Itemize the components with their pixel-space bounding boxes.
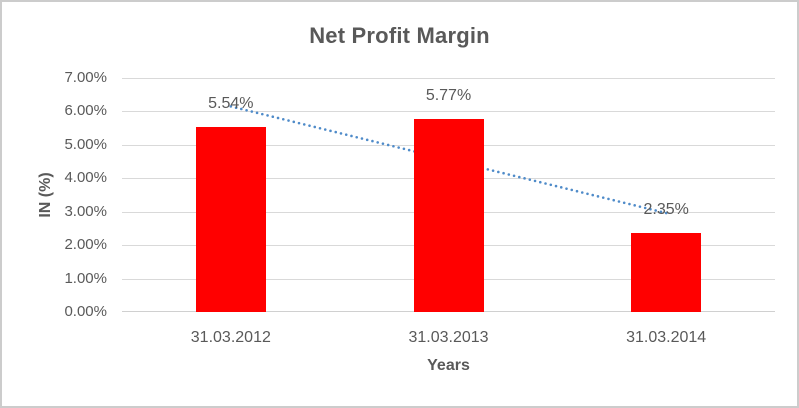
gridline	[122, 111, 775, 113]
bar-31.03.2013	[413, 119, 484, 312]
y-tick-label: 0.00%	[64, 303, 107, 320]
bar-31.03.2014	[631, 233, 702, 312]
x-axis-title: Years	[427, 357, 470, 374]
x-tick-label: 31.03.2014	[626, 329, 707, 346]
y-tick-label: 2.00%	[64, 236, 107, 254]
x-tick-label: 31.03.2012	[190, 329, 271, 346]
y-tick-label: 3.00%	[64, 202, 107, 220]
data-label: 5.54%	[208, 94, 254, 112]
y-tick-label: 4.00%	[64, 169, 107, 187]
gridline	[122, 78, 775, 79]
trendline	[229, 105, 668, 215]
plot-area: 5.54% 5.77% 2.35%	[122, 78, 775, 312]
x-tick-label: 31.03.2013	[408, 329, 489, 346]
data-label: 2.35%	[643, 201, 689, 219]
y-tick-label: 7.00%	[64, 69, 107, 86]
data-label: 5.77%	[425, 87, 472, 105]
bar-31.03.2012	[195, 126, 266, 312]
chart-title: Net Profit Margin	[309, 23, 490, 48]
y-tick-label: 1.00%	[64, 269, 107, 287]
y-tick-label: 6.00%	[64, 102, 107, 120]
y-tick-label: 5.00%	[64, 135, 107, 153]
